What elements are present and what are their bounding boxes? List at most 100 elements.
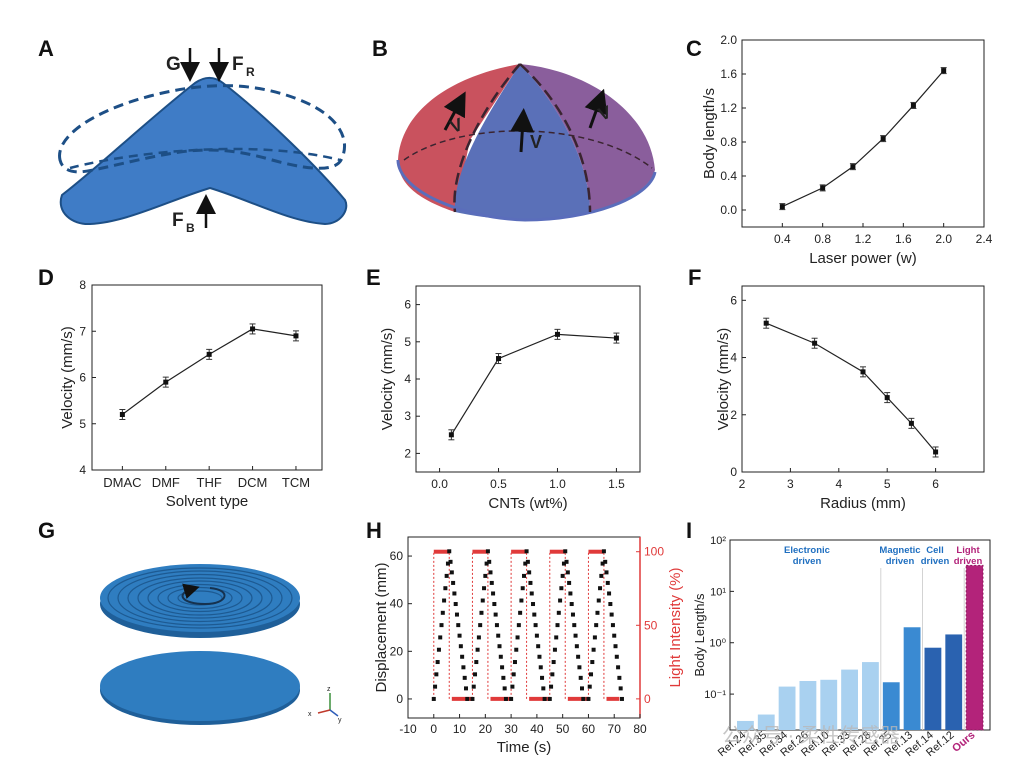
displacement-point [497, 644, 502, 649]
x-tick-label: 1.2 [855, 232, 872, 246]
displacement-point [538, 665, 543, 670]
velocity-arrow-left [443, 91, 466, 131]
displacement-point [435, 660, 440, 665]
displacement-point [464, 686, 468, 691]
displacement-point [529, 591, 534, 596]
x-tick-label: 1.6 [895, 232, 912, 246]
displacement-point [454, 612, 459, 617]
y-tick-label: 3 [404, 409, 411, 423]
x-axis-label: Laser power (w) [809, 250, 917, 267]
displacement-point [556, 610, 561, 615]
x-tick-label: 0.0 [431, 477, 448, 491]
displacement-point [609, 612, 614, 617]
series-line [765, 322, 937, 453]
data-point [163, 379, 169, 385]
x-tick-label: 20 [479, 722, 493, 736]
displacement-point [474, 660, 479, 665]
displacement-point [572, 623, 577, 628]
x-tick-label: 0 [430, 722, 437, 736]
displacement-point [511, 672, 516, 677]
y-tick-label: 7 [79, 324, 86, 338]
displacement-point [456, 623, 461, 628]
velocity-arrow-center [510, 108, 535, 153]
displacement-point [484, 561, 489, 566]
y-axis-label: Displacement (mm) [373, 562, 390, 692]
displacement-point [568, 591, 573, 596]
data-point [860, 369, 866, 375]
bar-ref-14 [924, 647, 942, 730]
displacement-point [604, 570, 609, 575]
y-tick-label: 0.0 [720, 203, 737, 217]
displacement-point [436, 647, 441, 652]
displacement-point [489, 580, 494, 585]
y-tick-label: 6 [404, 298, 411, 312]
x-tick-label: Ours [950, 729, 977, 755]
displacement-point [509, 696, 514, 701]
y2-axis-label: Light Intensity (%) [667, 567, 684, 687]
data-point [293, 333, 299, 339]
data-point [119, 412, 125, 417]
displacement-point [502, 686, 507, 691]
displacement-point [518, 610, 523, 615]
chart-d-solvent-type: DMAC DMF THF DCM TCM 4 5 6 7 8 Solvent type Velocit… [59, 278, 323, 510]
displacement-point [478, 623, 483, 628]
displacement-point [434, 672, 439, 677]
displacement-point [458, 644, 463, 649]
displacement-point [500, 665, 505, 670]
y-tick-label: 0.8 [720, 135, 737, 149]
displacement-point [510, 684, 515, 689]
displacement-point [527, 570, 532, 575]
displacement-point [485, 549, 490, 554]
x-tick-label: 0.4 [774, 232, 791, 246]
rotation-arrow-icon [181, 583, 226, 606]
axis-triad-icon: z x y [308, 686, 342, 724]
y-tick-label: 2 [730, 408, 737, 422]
displacement-point [503, 696, 508, 701]
displacement-point [591, 647, 596, 652]
displacement-point [520, 586, 525, 591]
displacement-point [549, 684, 554, 689]
bar-ref-25 [882, 682, 900, 730]
panel-label-i: I [686, 518, 693, 543]
displacement-point [555, 623, 560, 628]
data-point [933, 449, 939, 455]
displacement-point [596, 598, 601, 603]
x-tick-label: TCM [282, 475, 310, 490]
x-tick-label: -10 [399, 722, 417, 736]
displacement-point [488, 570, 493, 575]
label-fb: F [172, 210, 184, 231]
x-axis-label: Solvent type [166, 493, 249, 510]
displacement-point [515, 635, 520, 640]
x-tick-label: 2.4 [976, 232, 993, 246]
displacement-point [534, 633, 539, 638]
displacement-point [439, 623, 444, 628]
displacement-point [487, 559, 492, 564]
watermark: 公众号 · 柔性传感器 [722, 724, 900, 747]
displacement-point [605, 580, 610, 585]
displacement-point [610, 623, 615, 628]
plot-frame [741, 39, 985, 228]
y-tick-label: 0 [730, 465, 737, 479]
x-tick-label: 50 [556, 722, 570, 736]
chart-e-cnts: 0.0 0.5 1.0 1.5 2 3 4 5 6 CNTs (wt%) Velocity (mm/… [379, 285, 641, 512]
displacement-point [431, 696, 436, 701]
x-tick-label: 60 [582, 722, 596, 736]
x-tick-label: 2 [739, 477, 746, 491]
axis-x-label: x [308, 711, 312, 718]
x-tick-label: 0.8 [814, 232, 831, 246]
displacement-point [433, 684, 438, 689]
displacement-point [563, 549, 568, 554]
displacement-point [525, 559, 530, 564]
panel-label-b: B [372, 36, 388, 61]
data-point [884, 395, 890, 401]
data-point [763, 320, 769, 326]
displacement-point [536, 644, 541, 649]
displacement-point [516, 623, 521, 628]
displacement-point [554, 635, 559, 640]
displacement-point [537, 654, 542, 659]
displacement-point [475, 647, 480, 652]
x-tick-label: 4 [835, 477, 842, 491]
group-label-light: driven [954, 556, 983, 567]
